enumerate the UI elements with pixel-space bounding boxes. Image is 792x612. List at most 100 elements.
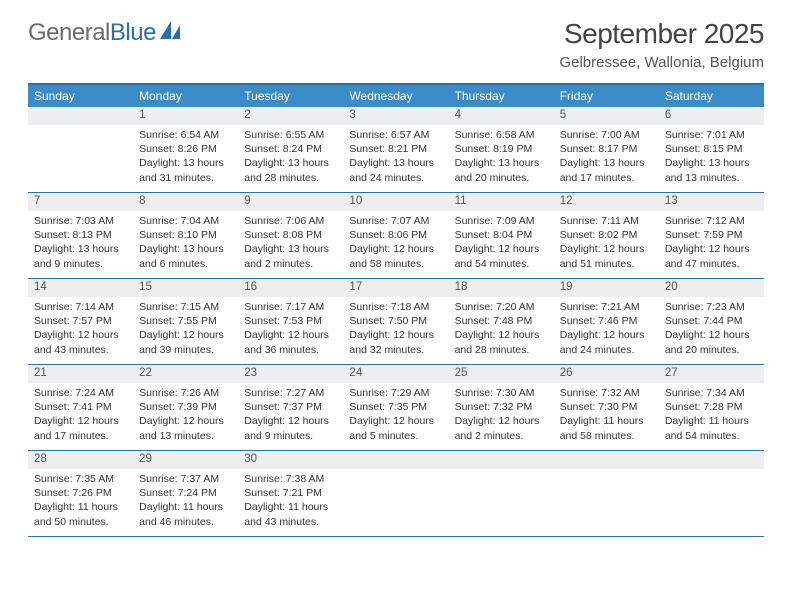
cell-line: Daylight: 12 hours and 9 minutes. — [244, 414, 337, 442]
cell-line: Sunset: 8:10 PM — [139, 228, 232, 242]
cell-line: Daylight: 11 hours and 43 minutes. — [244, 500, 337, 528]
cell-line: Sunrise: 7:15 AM — [139, 300, 232, 314]
cell-body: Sunrise: 6:58 AMSunset: 8:19 PMDaylight:… — [449, 125, 554, 192]
day-number: 13 — [659, 193, 764, 211]
calendar-cell — [343, 451, 448, 537]
cell-line: Sunset: 7:57 PM — [34, 314, 127, 328]
cell-line: Sunset: 8:15 PM — [665, 142, 758, 156]
day-number — [554, 451, 659, 469]
cell-line: Sunrise: 7:06 AM — [244, 214, 337, 228]
day-number: 15 — [133, 279, 238, 297]
cell-line: Daylight: 12 hours and 2 minutes. — [455, 414, 548, 442]
calendar-cell: 30Sunrise: 7:38 AMSunset: 7:21 PMDayligh… — [238, 451, 343, 537]
day-number: 30 — [238, 451, 343, 469]
day-header: Friday — [554, 85, 659, 107]
cell-body — [449, 469, 554, 536]
day-number: 22 — [133, 365, 238, 383]
cell-line: Sunrise: 7:11 AM — [560, 214, 653, 228]
cell-line: Sunrise: 7:26 AM — [139, 386, 232, 400]
cell-line: Daylight: 13 hours and 24 minutes. — [349, 156, 442, 184]
cell-body: Sunrise: 7:21 AMSunset: 7:46 PMDaylight:… — [554, 297, 659, 364]
day-number: 20 — [659, 279, 764, 297]
cell-line: Daylight: 13 hours and 28 minutes. — [244, 156, 337, 184]
cell-line: Sunset: 7:28 PM — [665, 400, 758, 414]
day-header: Tuesday — [238, 85, 343, 107]
day-number: 23 — [238, 365, 343, 383]
day-number: 3 — [343, 107, 448, 125]
cell-line: Sunset: 7:32 PM — [455, 400, 548, 414]
cell-body: Sunrise: 7:27 AMSunset: 7:37 PMDaylight:… — [238, 383, 343, 450]
cell-line: Sunrise: 7:14 AM — [34, 300, 127, 314]
sail-icon — [160, 20, 182, 48]
calendar-cell: 20Sunrise: 7:23 AMSunset: 7:44 PMDayligh… — [659, 279, 764, 365]
day-header: Thursday — [449, 85, 554, 107]
cell-line: Sunrise: 7:32 AM — [560, 386, 653, 400]
cell-line: Sunset: 8:24 PM — [244, 142, 337, 156]
day-number: 1 — [133, 107, 238, 125]
cell-body: Sunrise: 7:34 AMSunset: 7:28 PMDaylight:… — [659, 383, 764, 450]
cell-line: Daylight: 12 hours and 47 minutes. — [665, 242, 758, 270]
cell-line: Sunset: 7:44 PM — [665, 314, 758, 328]
calendar-cell: 27Sunrise: 7:34 AMSunset: 7:28 PMDayligh… — [659, 365, 764, 451]
day-number: 29 — [133, 451, 238, 469]
cell-body: Sunrise: 7:03 AMSunset: 8:13 PMDaylight:… — [28, 211, 133, 278]
cell-line: Daylight: 12 hours and 17 minutes. — [34, 414, 127, 442]
calendar-cell: 16Sunrise: 7:17 AMSunset: 7:53 PMDayligh… — [238, 279, 343, 365]
day-number: 27 — [659, 365, 764, 383]
calendar-cell: 4Sunrise: 6:58 AMSunset: 8:19 PMDaylight… — [449, 107, 554, 193]
cell-body: Sunrise: 7:04 AMSunset: 8:10 PMDaylight:… — [133, 211, 238, 278]
day-number: 18 — [449, 279, 554, 297]
cell-line: Sunrise: 7:29 AM — [349, 386, 442, 400]
cell-line: Sunset: 7:50 PM — [349, 314, 442, 328]
cell-line: Sunrise: 6:54 AM — [139, 128, 232, 142]
cell-body: Sunrise: 6:54 AMSunset: 8:26 PMDaylight:… — [133, 125, 238, 192]
cell-line: Sunset: 7:24 PM — [139, 486, 232, 500]
cell-line: Daylight: 13 hours and 2 minutes. — [244, 242, 337, 270]
calendar-cell: 14Sunrise: 7:14 AMSunset: 7:57 PMDayligh… — [28, 279, 133, 365]
cell-body — [554, 469, 659, 536]
cell-line: Daylight: 12 hours and 39 minutes. — [139, 328, 232, 356]
cell-line: Sunrise: 7:27 AM — [244, 386, 337, 400]
cell-line: Sunrise: 7:00 AM — [560, 128, 653, 142]
cell-line: Sunrise: 7:12 AM — [665, 214, 758, 228]
calendar-cell: 23Sunrise: 7:27 AMSunset: 7:37 PMDayligh… — [238, 365, 343, 451]
cell-line: Daylight: 13 hours and 20 minutes. — [455, 156, 548, 184]
day-header: Saturday — [659, 85, 764, 107]
cell-line: Sunrise: 6:55 AM — [244, 128, 337, 142]
day-number: 7 — [28, 193, 133, 211]
cell-line: Daylight: 12 hours and 32 minutes. — [349, 328, 442, 356]
cell-line: Daylight: 13 hours and 31 minutes. — [139, 156, 232, 184]
cell-line: Sunset: 8:19 PM — [455, 142, 548, 156]
calendar-grid: SundayMondayTuesdayWednesdayThursdayFrid… — [28, 83, 764, 537]
calendar-cell: 7Sunrise: 7:03 AMSunset: 8:13 PMDaylight… — [28, 193, 133, 279]
cell-line: Sunrise: 7:21 AM — [560, 300, 653, 314]
day-number: 9 — [238, 193, 343, 211]
calendar-cell: 11Sunrise: 7:09 AMSunset: 8:04 PMDayligh… — [449, 193, 554, 279]
cell-line: Sunset: 8:08 PM — [244, 228, 337, 242]
page: GeneralBlue September 2025 Gelbressee, W… — [0, 0, 792, 537]
day-number: 4 — [449, 107, 554, 125]
day-header: Wednesday — [343, 85, 448, 107]
cell-line: Daylight: 12 hours and 36 minutes. — [244, 328, 337, 356]
cell-line: Sunset: 8:26 PM — [139, 142, 232, 156]
day-number: 24 — [343, 365, 448, 383]
cell-line: Daylight: 12 hours and 13 minutes. — [139, 414, 232, 442]
calendar-cell: 5Sunrise: 7:00 AMSunset: 8:17 PMDaylight… — [554, 107, 659, 193]
cell-line: Sunset: 8:17 PM — [560, 142, 653, 156]
day-header: Sunday — [28, 85, 133, 107]
cell-line: Sunset: 7:30 PM — [560, 400, 653, 414]
cell-line: Sunrise: 7:07 AM — [349, 214, 442, 228]
cell-line: Sunrise: 7:30 AM — [455, 386, 548, 400]
cell-body: Sunrise: 7:14 AMSunset: 7:57 PMDaylight:… — [28, 297, 133, 364]
cell-line: Sunset: 7:37 PM — [244, 400, 337, 414]
cell-body: Sunrise: 7:30 AMSunset: 7:32 PMDaylight:… — [449, 383, 554, 450]
calendar-cell: 8Sunrise: 7:04 AMSunset: 8:10 PMDaylight… — [133, 193, 238, 279]
calendar-cell: 21Sunrise: 7:24 AMSunset: 7:41 PMDayligh… — [28, 365, 133, 451]
calendar-cell — [449, 451, 554, 537]
cell-line: Daylight: 11 hours and 46 minutes. — [139, 500, 232, 528]
day-number: 5 — [554, 107, 659, 125]
cell-line: Daylight: 12 hours and 24 minutes. — [560, 328, 653, 356]
page-subtitle: Gelbressee, Wallonia, Belgium — [559, 54, 764, 71]
logo-text-1: General — [28, 19, 110, 47]
day-number: 17 — [343, 279, 448, 297]
